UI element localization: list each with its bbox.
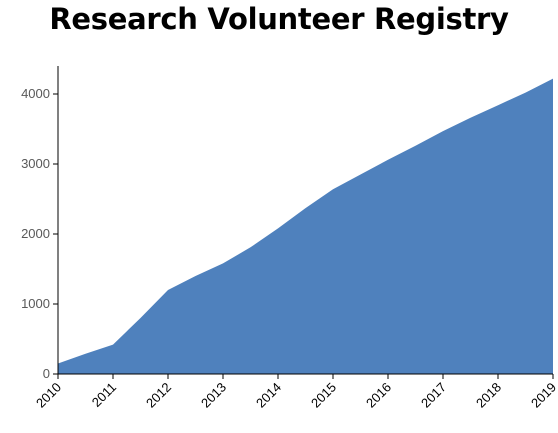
x-tick-label: 2011 <box>89 380 119 410</box>
y-tick-label: 3000 <box>21 156 50 171</box>
y-tick-label: 0 <box>43 366 50 381</box>
x-tick-label: 2012 <box>143 380 174 411</box>
chart-title: Research Volunteer Registry <box>49 2 509 36</box>
area-series <box>58 78 553 374</box>
y-tick-label: 4000 <box>21 86 50 101</box>
y-tick-label: 2000 <box>21 226 50 241</box>
x-axis-ticks: 2010 2011 2012 2013 2014 2015 2016 2017 2018 2019 <box>33 374 558 411</box>
x-tick-label: 2019 <box>528 380 558 411</box>
y-axis-ticks: 0 1000 2000 3000 4000 <box>21 86 58 381</box>
x-tick-label: 2010 <box>33 380 64 411</box>
x-tick-label: 2016 <box>363 380 394 411</box>
x-tick-label: 2018 <box>473 380 504 411</box>
y-tick-label: 1000 <box>21 296 50 311</box>
x-tick-label: 2015 <box>308 380 339 411</box>
x-tick-label: 2017 <box>418 380 449 411</box>
x-tick-label: 2014 <box>253 380 284 411</box>
x-tick-label: 2013 <box>198 380 229 411</box>
